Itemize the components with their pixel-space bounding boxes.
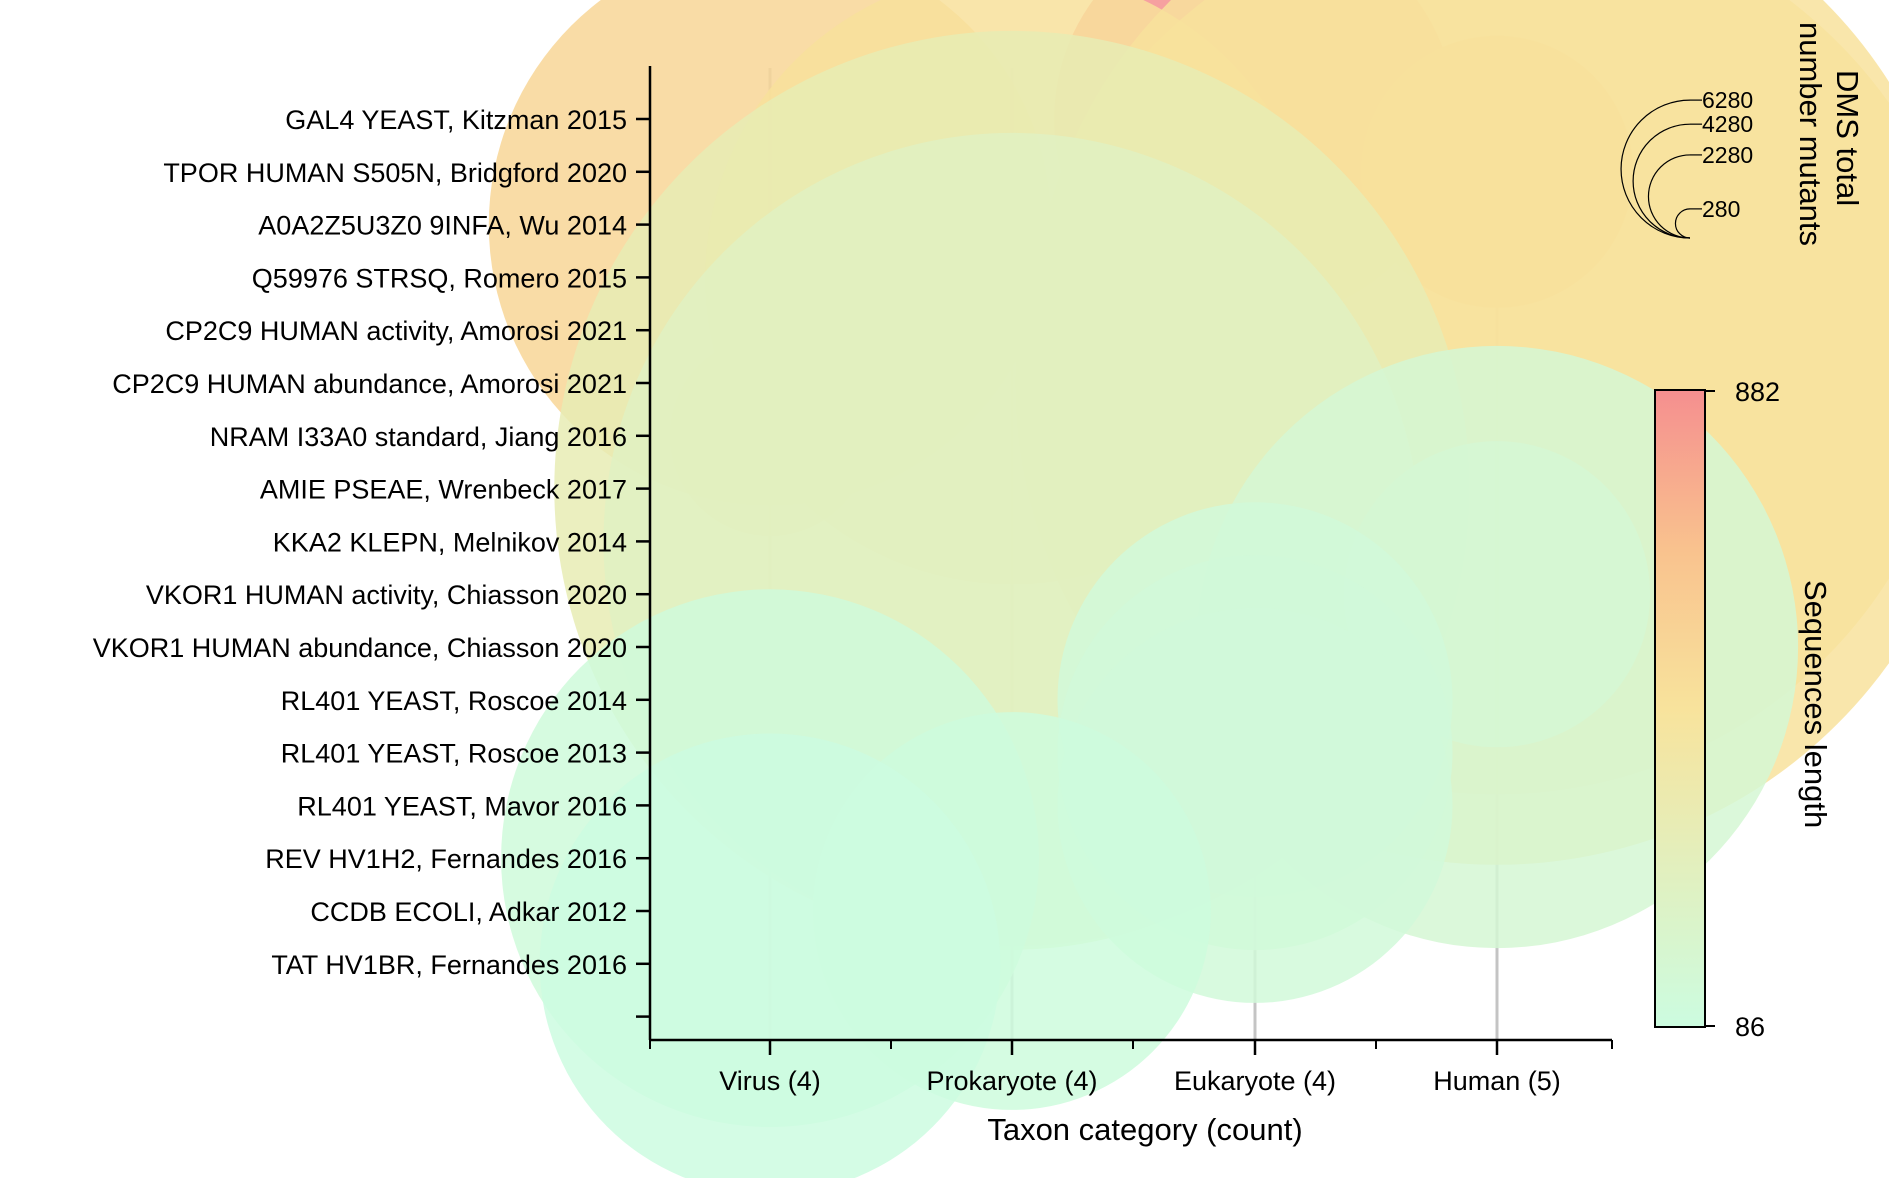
y-label-rl401-yeast-mavor-2016: RL401 YEAST, Mavor 2016 bbox=[297, 791, 627, 821]
y-label-ccdb-ecoli-adkar-2012: CCDB ECOLI, Adkar 2012 bbox=[310, 897, 627, 927]
y-axis-labels: GAL4 YEAST, Kitzman 2015 TPOR HUMAN S505N… bbox=[93, 105, 627, 980]
size-legend-label-2280: 2280 bbox=[1702, 142, 1753, 168]
size-legend-arc-2280 bbox=[1647, 154, 1691, 239]
y-label-tpor-human-s505n-bridgford-2020: TPOR HUMAN S505N, Bridgford 2020 bbox=[163, 158, 627, 188]
y-label-rev-hv1h2-fernandes-2016: REV HV1H2, Fernandes 2016 bbox=[265, 844, 627, 874]
size-legend-arc-280 bbox=[1674, 208, 1691, 239]
bubble-tat-hv1br-fernandes-2016 bbox=[539, 733, 1001, 1178]
size-legend-label-280: 280 bbox=[1702, 196, 1740, 222]
y-label-gal4-yeast-kitzman-2015: GAL4 YEAST, Kitzman 2015 bbox=[285, 105, 627, 135]
size-legend-title-line1: DMS total bbox=[1830, 70, 1865, 206]
y-label-vkor1-human-activity-chiasson-2020: VKOR1 HUMAN activity, Chiasson 2020 bbox=[146, 580, 627, 610]
y-label-cp2c9-human-activity-amorosi-2021: CP2C9 HUMAN activity, Amorosi 2021 bbox=[165, 316, 627, 346]
x-label-eukaryote-4: Eukaryote (4) bbox=[1174, 1066, 1336, 1096]
size-legend-label-6280: 6280 bbox=[1702, 87, 1753, 113]
size-legend-label-4280: 4280 bbox=[1702, 111, 1753, 137]
y-label-rl401-yeast-roscoe-2014: RL401 YEAST, Roscoe 2014 bbox=[281, 686, 627, 716]
y-label-cp2c9-human-abundance-amorosi-2021: CP2C9 HUMAN abundance, Amorosi 2021 bbox=[112, 369, 627, 399]
x-axis-title: Taxon category (count) bbox=[987, 1112, 1302, 1147]
x-label-human-5: Human (5) bbox=[1433, 1066, 1561, 1096]
x-axis-ticks bbox=[649, 1040, 1613, 1055]
y-label-amie-pseae-wrenbeck-2017: AMIE PSEAE, Wrenbeck 2017 bbox=[260, 475, 627, 505]
y-label-nram-i33a0-standard-jiang-2016: NRAM I33A0 standard, Jiang 2016 bbox=[210, 422, 627, 452]
x-axis-labels: Virus (4) Prokaryote (4) Eukaryote (4) Huma… bbox=[719, 1066, 1561, 1096]
colorbar-min-label: 86 bbox=[1735, 1012, 1765, 1042]
colorbar-title: Sequences length bbox=[1798, 580, 1833, 828]
y-label-kka2-klepn-melnikov-2014: KKA2 KLEPN, Melnikov 2014 bbox=[273, 527, 627, 557]
y-label-a0a2z5u3z0-9infa-wu-2014: A0A2Z5U3Z0 9INFA, Wu 2014 bbox=[258, 211, 627, 241]
size-legend-arc-4280 bbox=[1632, 123, 1691, 239]
colorbar bbox=[1654, 389, 1706, 1028]
colorbar-max-label: 882 bbox=[1735, 377, 1780, 407]
y-label-vkor1-human-abundance-chiasson-2020: VKOR1 HUMAN abundance, Chiasson 2020 bbox=[93, 633, 627, 663]
y-label-tat-hv1br-fernandes-2016: TAT HV1BR, Fernandes 2016 bbox=[271, 950, 627, 980]
y-label-rl401-yeast-roscoe-2013: RL401 YEAST, Roscoe 2013 bbox=[281, 739, 627, 769]
y-axis-ticks bbox=[636, 117, 650, 1018]
size-legend-title-line2: number mutants bbox=[1793, 22, 1828, 246]
size-legend-arc-6280 bbox=[1620, 99, 1691, 239]
x-label-prokaryote-4: Prokaryote (4) bbox=[926, 1066, 1097, 1096]
x-label-virus-4: Virus (4) bbox=[719, 1066, 821, 1096]
y-label-q59976-strsq-romero-2015: Q59976 STRSQ, Romero 2015 bbox=[252, 263, 627, 293]
